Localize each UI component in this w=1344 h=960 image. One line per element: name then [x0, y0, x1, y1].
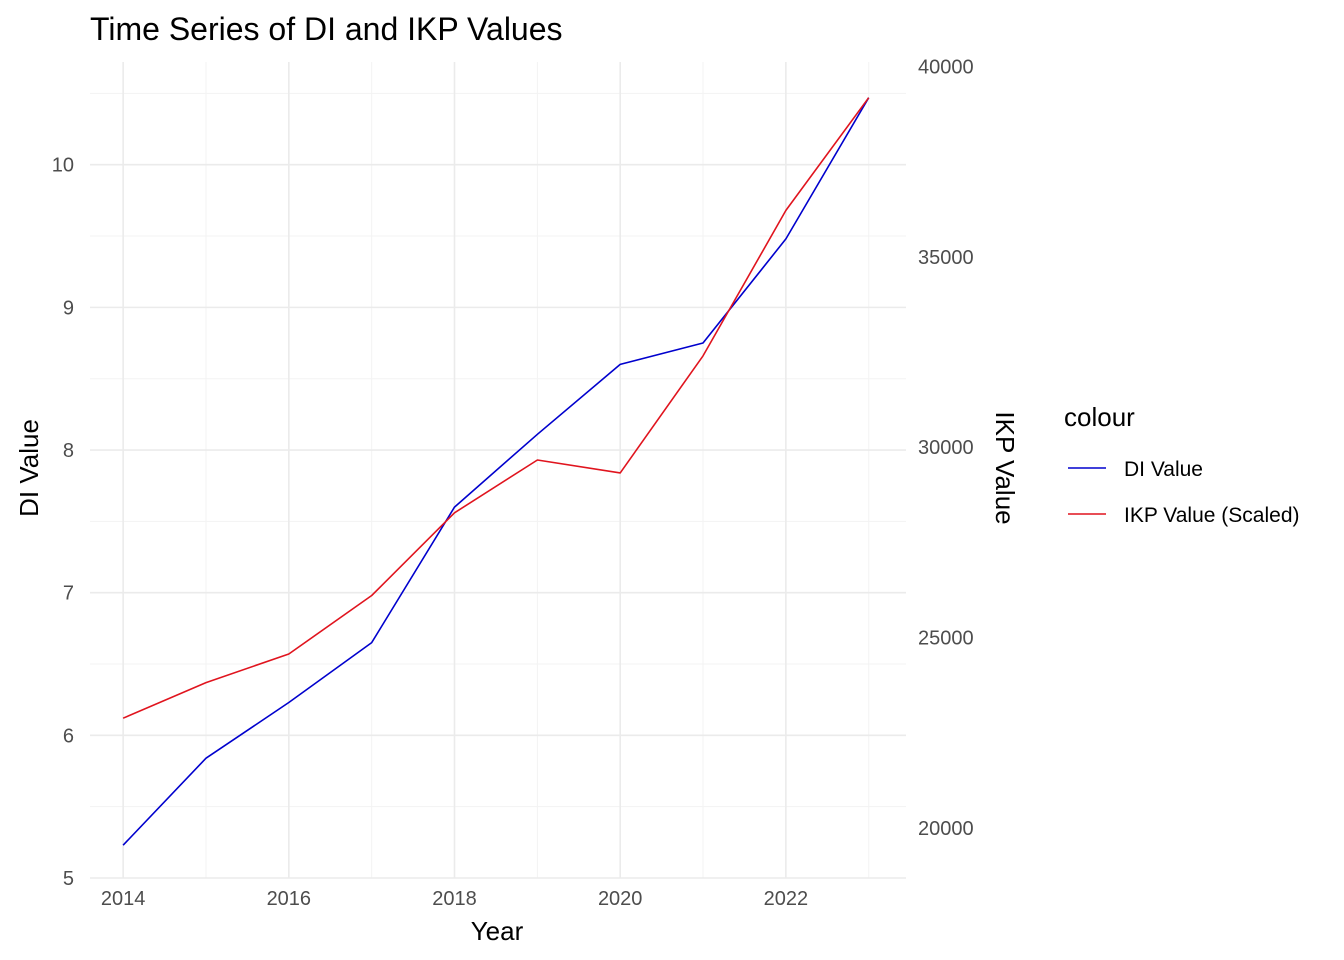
- y2-tick-label: 30000: [918, 437, 974, 459]
- series-layer: [122, 97, 870, 846]
- legend-label: IKP Value (Scaled): [1124, 504, 1300, 527]
- y-tick-label: 10: [52, 155, 74, 177]
- y-tick-label: 5: [63, 868, 74, 890]
- y2-axis-title: IKP Value: [990, 411, 1020, 524]
- y2-tick-label: 25000: [918, 627, 974, 649]
- legend-label: DI Value: [1124, 458, 1203, 481]
- series-line-di-value: [122, 97, 870, 846]
- grid: [90, 62, 906, 879]
- chart-title: Time Series of DI and IKP Values: [90, 11, 563, 47]
- legend-title: colour: [1064, 402, 1135, 432]
- x-tick-label: 2020: [598, 888, 643, 910]
- y-axis-ticks: 5 6 7 8 9 10: [52, 155, 74, 890]
- x-tick-label: 2022: [764, 888, 809, 910]
- x-tick-label: 2016: [267, 888, 312, 910]
- y2-tick-label: 20000: [918, 818, 974, 840]
- y-tick-label: 7: [63, 583, 74, 605]
- x-tick-label: 2018: [432, 888, 477, 910]
- y-axis-title: DI Value: [14, 419, 44, 517]
- x-tick-label: 2014: [101, 888, 146, 910]
- y2-axis-ticks: 20000 25000 30000 35000 40000: [918, 57, 974, 840]
- legend: colour DI Value IKP Value (Scaled): [1064, 402, 1300, 527]
- series-line-ikp-value-scaled: [122, 97, 870, 719]
- y-tick-label: 9: [63, 297, 74, 319]
- y-tick-label: 8: [63, 440, 74, 462]
- x-axis-title: Year: [471, 916, 524, 946]
- x-axis-ticks: 2014 2016 2018 2020 2022: [101, 888, 808, 910]
- y2-tick-label: 35000: [918, 247, 974, 269]
- y-tick-label: 6: [63, 725, 74, 747]
- y2-tick-label: 40000: [918, 57, 974, 79]
